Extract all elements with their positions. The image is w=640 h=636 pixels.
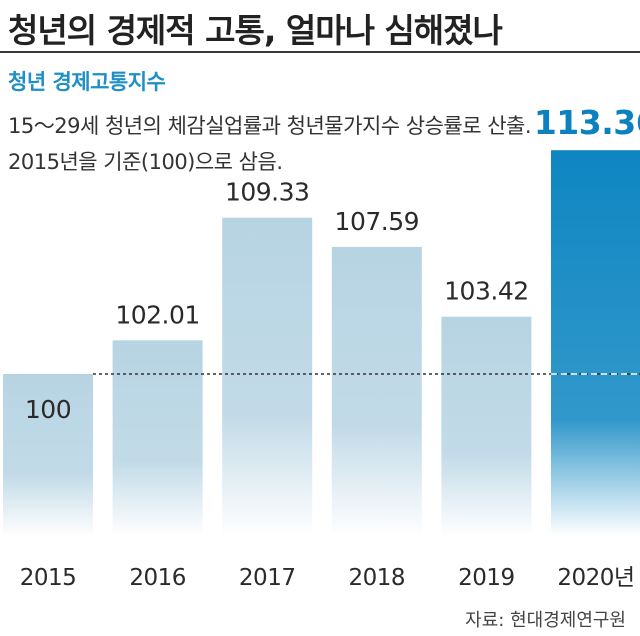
bar-2015 — [3, 374, 93, 536]
category-label-2015: 2015 — [20, 565, 77, 591]
value-labels-group: 100 102.01 109.33 107.59 103.42 113.36 — [25, 103, 640, 424]
bar-2017 — [222, 217, 313, 536]
chart-description: 15～29세 청년의 체감실업률과 청년물가지수 상승률로 산출. 2015년을… — [8, 114, 532, 174]
category-label-2019: 2019 — [458, 565, 515, 591]
bar-2016 — [112, 340, 203, 536]
chart-subtitle: 청년 경제고통지수 — [8, 70, 166, 94]
category-label-2016: 2016 — [129, 565, 186, 591]
category-labels-group: 2015 2016 2017 2018 2019 2020년 — [20, 565, 635, 591]
bar-2019 — [441, 316, 532, 536]
bars-group — [3, 150, 640, 536]
value-label-2016: 102.01 — [115, 300, 199, 329]
category-label-2018: 2018 — [349, 565, 406, 591]
category-label-2020년: 2020년 — [557, 565, 634, 591]
bar-2020년 — [551, 150, 640, 536]
bar-2018 — [331, 246, 422, 536]
chart-title: 청년의 경제적 고통, 얼마나 심해졌나 — [8, 11, 503, 50]
value-label-2017: 109.33 — [225, 178, 309, 207]
value-label-2015: 100 — [25, 395, 71, 424]
category-label-2017: 2017 — [239, 565, 296, 591]
title-divider — [0, 51, 640, 53]
source-note: 자료: 현대경제연구원 — [465, 610, 626, 631]
value-label-2018: 107.59 — [335, 207, 419, 236]
value-label-2019: 103.42 — [444, 277, 528, 306]
value-label-2020년: 113.36 — [534, 103, 640, 142]
